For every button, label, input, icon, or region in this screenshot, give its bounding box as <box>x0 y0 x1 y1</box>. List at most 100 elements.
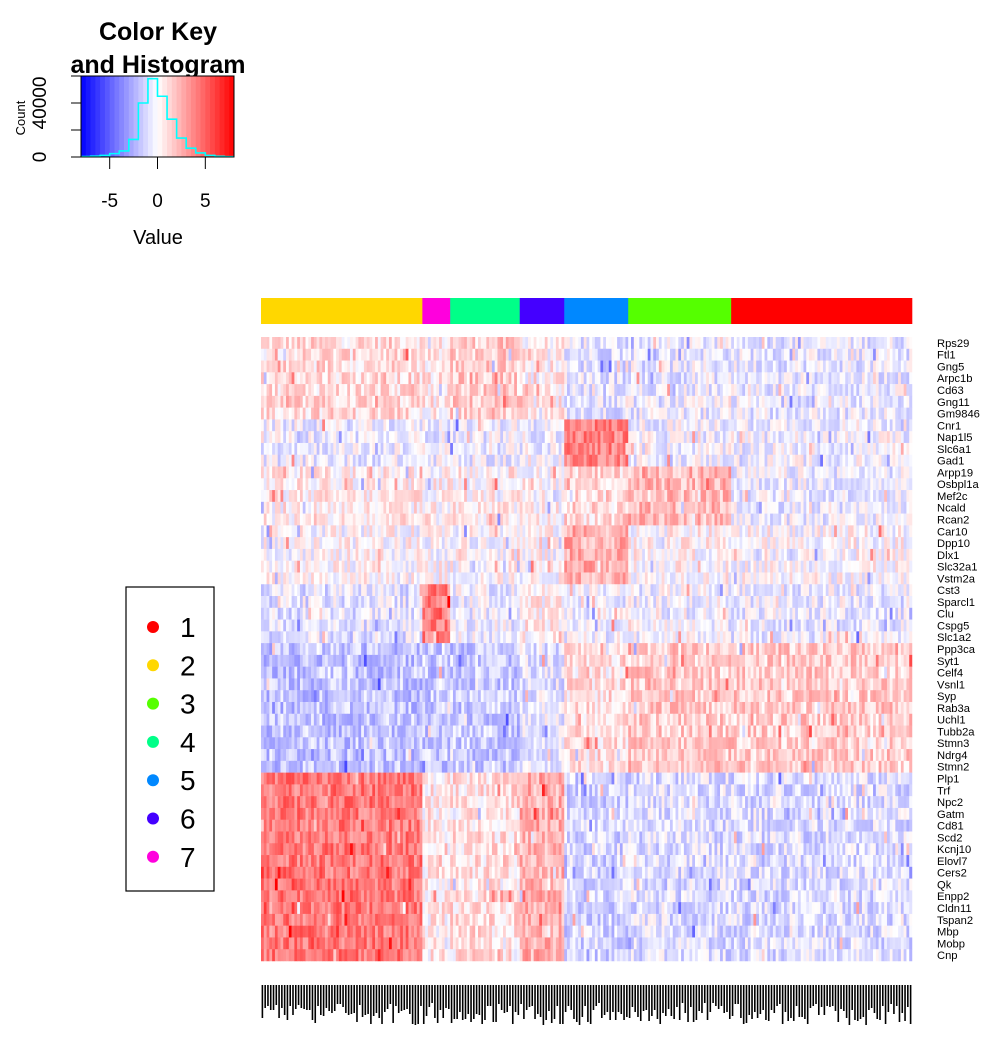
heatmap-cell <box>411 407 415 420</box>
heatmap-cell <box>786 466 790 479</box>
heatmap-cell <box>758 537 763 550</box>
heatmap-cell <box>427 478 431 491</box>
heatmap-cell <box>664 525 668 538</box>
heatmap-cell <box>500 419 504 432</box>
heatmap-cell <box>416 372 420 385</box>
heatmap-cell <box>697 478 701 491</box>
heatmap-cell <box>414 360 418 373</box>
heatmap-cell <box>450 490 454 503</box>
heatmap-cell <box>836 513 840 526</box>
heatmap-cell <box>305 572 309 585</box>
heatmap-cell <box>402 454 406 467</box>
heatmap-cell <box>870 372 874 385</box>
heatmap-cell <box>770 337 774 350</box>
color-key-band <box>138 76 144 157</box>
heatmap-cell <box>811 513 815 526</box>
heatmap-cell <box>514 337 518 350</box>
heatmap-cell <box>324 384 329 397</box>
heatmap-cell <box>330 490 334 503</box>
heatmap-cell <box>745 513 749 526</box>
heatmap-cell <box>386 337 390 350</box>
heatmap-cell <box>714 419 718 432</box>
heatmap-cell <box>848 513 852 526</box>
heatmap-cell <box>789 490 793 503</box>
heatmap-cell <box>728 466 732 479</box>
heatmap-cell <box>700 478 704 491</box>
heatmap-cell <box>333 548 337 561</box>
heatmap-cell <box>539 360 543 373</box>
heatmap-cell <box>631 560 635 573</box>
heatmap-cell <box>475 431 479 444</box>
heatmap-cell <box>617 372 621 385</box>
heatmap-cell <box>636 560 640 573</box>
heatmap-cell <box>870 525 874 538</box>
heatmap-cell <box>642 525 646 538</box>
heatmap-cell <box>909 442 913 455</box>
heatmap-cell <box>775 442 779 455</box>
heatmap-cell <box>642 395 646 408</box>
heatmap-cell <box>344 501 348 514</box>
heatmap-cell <box>322 560 326 573</box>
heatmap-cell <box>722 513 726 526</box>
heatmap-cell <box>653 466 657 479</box>
heatmap-cell <box>772 525 776 538</box>
heatmap-cell <box>580 560 584 573</box>
heatmap-cell <box>336 513 340 526</box>
heatmap-cell <box>400 466 404 479</box>
heatmap-cell <box>750 384 754 397</box>
heatmap-cell <box>350 478 354 491</box>
heatmap-cell <box>528 454 532 467</box>
heatmap-cell <box>433 419 437 432</box>
heatmap-cell <box>341 560 345 573</box>
heatmap-cell <box>675 348 679 361</box>
heatmap-cell <box>806 560 810 573</box>
heatmap-cell <box>324 490 329 503</box>
heatmap-cell <box>736 478 740 491</box>
heatmap-cell <box>639 501 643 514</box>
heatmap-cell <box>297 478 301 491</box>
heatmap-cell <box>447 372 451 385</box>
heatmap-cell <box>422 513 426 526</box>
heatmap-cell <box>272 572 276 585</box>
heatmap-cell <box>372 395 376 408</box>
heatmap-cell <box>266 384 270 397</box>
heatmap-cell <box>394 572 398 585</box>
heatmap-cell <box>873 501 877 514</box>
heatmap-cell <box>650 337 654 350</box>
heatmap-cell <box>675 337 679 350</box>
heatmap-cell <box>274 501 278 514</box>
color-key-y-tick-label: 40000 <box>30 77 51 130</box>
heatmap-cell <box>722 548 726 561</box>
heatmap-cell <box>580 466 584 479</box>
heatmap-cell <box>491 360 495 373</box>
heatmap-cell <box>350 560 354 573</box>
heatmap-cell <box>369 513 373 526</box>
heatmap-cell <box>586 560 590 573</box>
heatmap-cell <box>355 513 359 526</box>
heatmap-cell <box>839 501 843 514</box>
heatmap-cell <box>845 337 849 350</box>
heatmap-cell <box>850 372 854 385</box>
heatmap-cell <box>522 395 526 408</box>
heatmap-cell <box>416 431 420 444</box>
heatmap-cell <box>308 395 312 408</box>
heatmap-cell <box>544 360 548 373</box>
heatmap-cell <box>583 466 587 479</box>
heatmap-cell <box>895 372 899 385</box>
heatmap-cell <box>873 490 877 503</box>
heatmap-cell <box>486 407 490 420</box>
heatmap-cell <box>625 560 629 573</box>
heatmap-cell <box>283 466 287 479</box>
heatmap-cell <box>811 395 815 408</box>
heatmap-cell <box>736 560 740 573</box>
heatmap-cell <box>361 466 365 479</box>
heatmap-cell <box>828 348 832 361</box>
heatmap-cell <box>770 513 774 526</box>
heatmap-cell <box>775 360 779 373</box>
heatmap-cell <box>786 525 790 538</box>
heatmap-cell <box>689 501 693 514</box>
heatmap-cell <box>898 548 902 561</box>
heatmap-cell <box>572 407 576 420</box>
heatmap-cell <box>822 395 827 408</box>
heatmap-cell <box>539 537 543 550</box>
